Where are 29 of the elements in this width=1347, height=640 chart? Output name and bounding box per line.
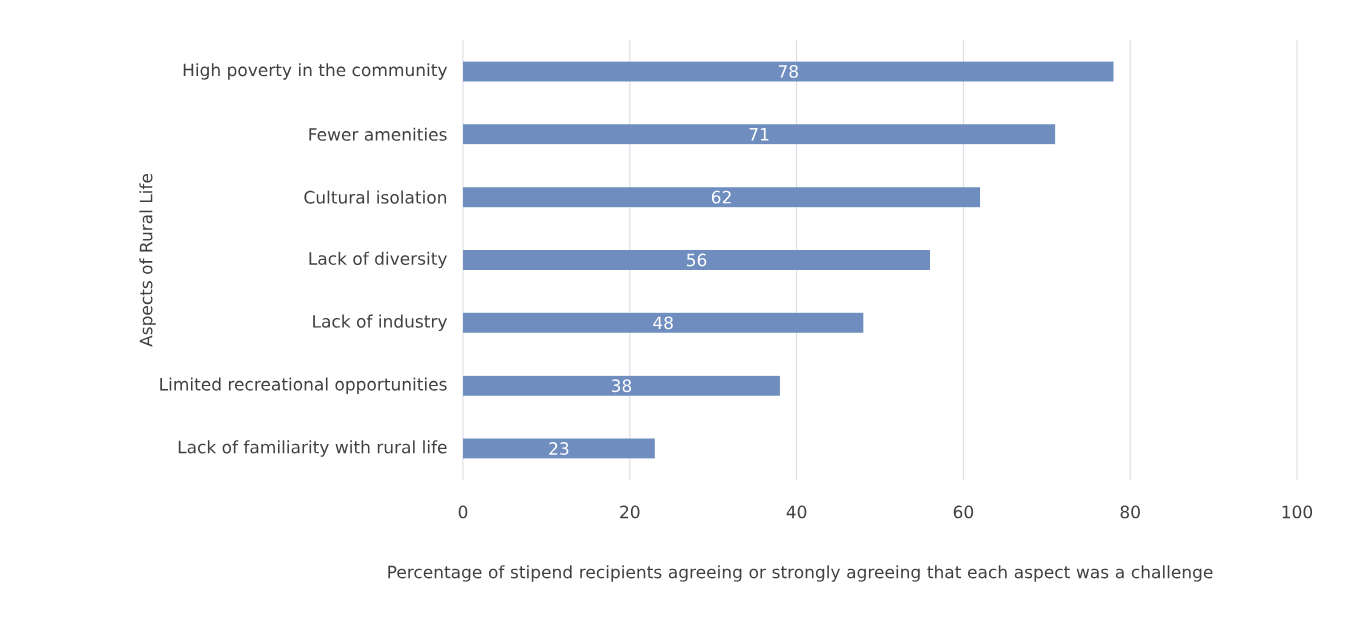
data-label: 23 — [549, 442, 569, 455]
y-tick-label: Fewer amenities — [309, 127, 447, 141]
data-label: 71 — [749, 128, 769, 141]
y-tick-label: Lack of familiarity with rural life — [178, 440, 447, 457]
bar — [463, 124, 1056, 145]
x-axis-title: Percentage of stipend recipients agreeing or strongly agreeing that each aspect was a challenge — [388, 565, 1213, 582]
data-label: 38 — [611, 379, 632, 393]
x-tick-label: 80 — [1120, 505, 1140, 519]
x-tick-label: 20 — [620, 505, 640, 519]
data-label: 62 — [711, 190, 731, 204]
y-tick-label: Lack of diversity — [309, 251, 447, 269]
y-axis-title: Aspects of Rural Life — [139, 174, 156, 347]
y-tick-label: High poverty in the community — [183, 63, 447, 80]
bar — [463, 187, 981, 208]
data-label: 56 — [687, 253, 707, 267]
y-tick-label: Cultural isolation — [304, 190, 447, 204]
y-tick-label: Limited recreational opportunities — [160, 377, 447, 394]
bar — [463, 312, 864, 333]
x-tick-label: 0 — [458, 505, 468, 519]
data-label: 48 — [653, 316, 673, 330]
bar — [463, 438, 655, 459]
y-tick-label: Lack of industry — [313, 314, 447, 332]
bar — [463, 249, 931, 270]
bar — [463, 375, 780, 396]
x-tick-label: 100 — [1282, 505, 1313, 519]
bar — [463, 61, 1114, 82]
x-tick-label: 40 — [786, 505, 807, 519]
data-label: 78 — [778, 64, 798, 78]
x-tick-label: 60 — [953, 505, 974, 519]
